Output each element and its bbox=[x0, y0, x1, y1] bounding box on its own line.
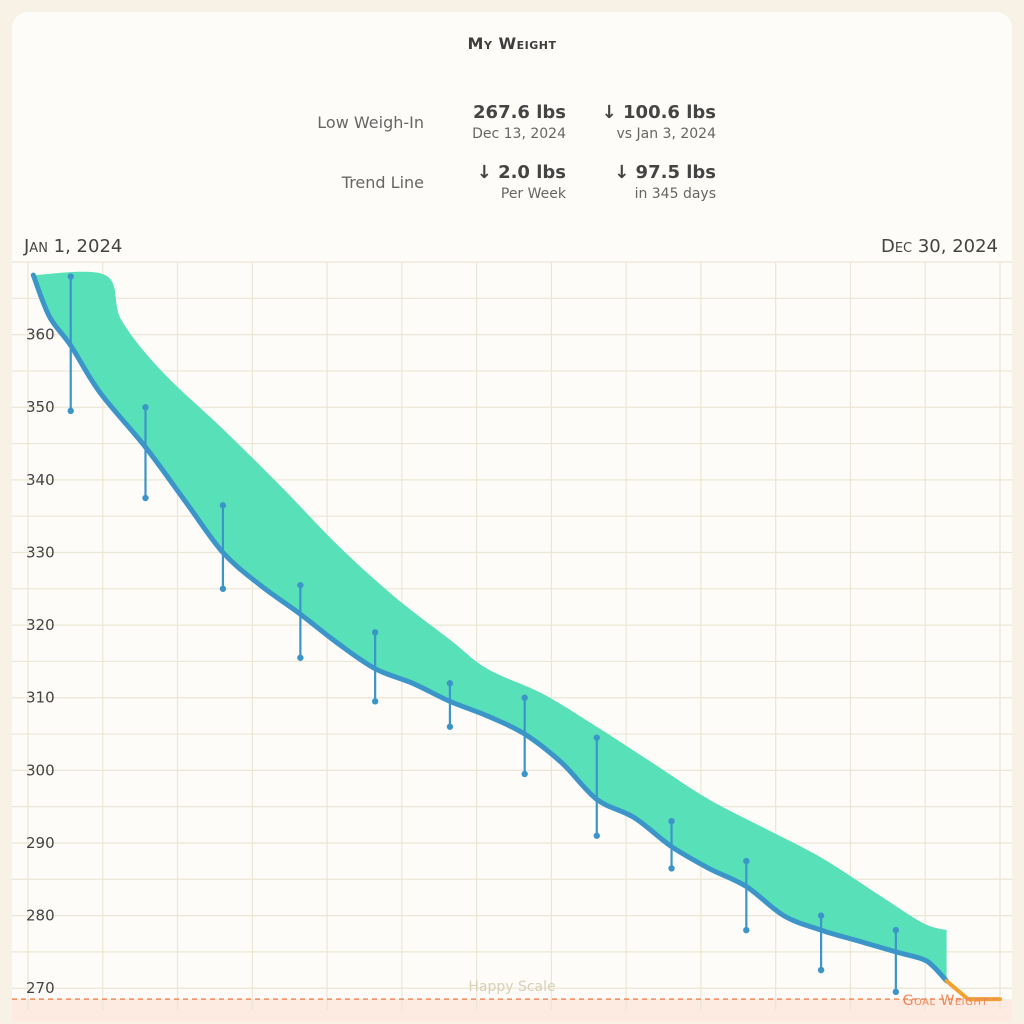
weigh-in-low-point bbox=[892, 988, 900, 996]
weigh-in-low-point bbox=[593, 832, 600, 839]
weigh-in-low-point bbox=[743, 926, 750, 934]
trend-line-change: ↓ 97.5 lbs bbox=[614, 162, 716, 183]
weigh-in-high-point bbox=[743, 857, 750, 865]
weigh-in-high-point bbox=[219, 502, 227, 509]
weigh-in-low-point bbox=[668, 865, 675, 872]
low-weigh-in-change: ↓ 100.6 lbs bbox=[601, 102, 716, 123]
weigh-in-low-point bbox=[219, 585, 227, 592]
weigh-in-high-point bbox=[371, 629, 379, 636]
low-weigh-in-label: Low Weigh-In bbox=[317, 113, 424, 132]
trend-line-rate: ↓ 2.0 lbs bbox=[476, 162, 566, 183]
end-date-label: Dec 30, 2024 bbox=[880, 236, 998, 257]
trend-line-change-period: in 345 days bbox=[634, 186, 716, 202]
y-tick-label: 340 bbox=[26, 471, 55, 489]
weigh-in-low-point bbox=[521, 770, 528, 778]
weigh-in-high-point bbox=[297, 581, 304, 589]
trend-line bbox=[30, 272, 950, 984]
chart-title: My Weight bbox=[467, 34, 557, 53]
weigh-in-low-point bbox=[67, 407, 74, 415]
trend-line-label: Trend Line bbox=[341, 173, 424, 192]
goal-weight-label: Goal Weight bbox=[903, 993, 989, 1009]
y-tick-label: 270 bbox=[26, 979, 55, 997]
trend-line-rate-unit: Per Week bbox=[500, 186, 566, 202]
weigh-in-high-point bbox=[593, 734, 600, 741]
y-tick-label: 300 bbox=[26, 761, 55, 779]
y-tick-label: 330 bbox=[26, 543, 55, 561]
watermark-text: Happy Scale bbox=[468, 979, 555, 995]
low-weigh-in-value: 267.6 lbs bbox=[473, 102, 566, 123]
weigh-in-high-point bbox=[817, 912, 825, 919]
weigh-in-high-point bbox=[67, 273, 74, 280]
y-tick-label: 360 bbox=[26, 326, 55, 344]
y-tick-label: 350 bbox=[26, 398, 55, 416]
weight-card: My Weight Low Weigh-In 267.6 lbs Dec 13,… bbox=[12, 12, 1012, 1012]
weigh-in-high-point bbox=[892, 926, 900, 934]
low-weigh-in-change-ref: vs Jan 3, 2024 bbox=[616, 126, 717, 142]
weigh-in-low-point bbox=[371, 698, 379, 705]
weigh-in-low-point bbox=[297, 654, 304, 661]
weigh-in-low-point bbox=[142, 494, 149, 502]
weigh-in-high-point bbox=[446, 680, 454, 687]
weigh-in-high-point bbox=[668, 817, 675, 825]
y-tick-label: 310 bbox=[26, 689, 55, 707]
y-tick-label: 280 bbox=[26, 907, 55, 925]
goal-zone bbox=[12, 999, 1012, 1022]
trend-band bbox=[33, 271, 947, 981]
weigh-in-low-point bbox=[817, 966, 825, 974]
y-tick-label: 290 bbox=[26, 834, 55, 852]
weigh-in-high-point bbox=[142, 404, 149, 411]
low-weigh-in-date: Dec 13, 2024 bbox=[472, 126, 566, 142]
y-tick-label: 320 bbox=[26, 616, 55, 634]
start-date-label: Jan 1, 2024 bbox=[24, 236, 123, 257]
weigh-in-high-point bbox=[521, 694, 528, 701]
weigh-in-low-point bbox=[446, 723, 454, 730]
